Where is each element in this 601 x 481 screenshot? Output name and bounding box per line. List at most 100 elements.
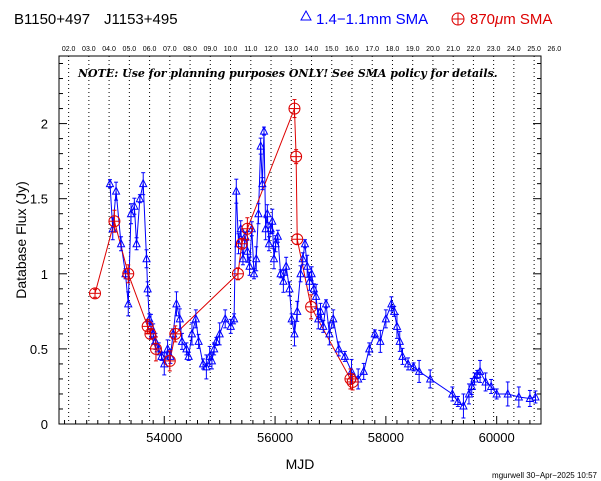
triangle-point — [138, 178, 148, 188]
alt-name: J1153+495 — [104, 11, 178, 28]
circle-plus-point — [144, 327, 157, 340]
circle-plus-point — [290, 150, 303, 163]
triangle-point — [212, 336, 221, 345]
top-tick-label: 11.0 — [244, 46, 257, 53]
triangle-point — [328, 313, 338, 323]
triangle-point — [142, 253, 151, 263]
top-tick-label: 08.0 — [183, 46, 197, 53]
triangle-point — [143, 283, 152, 293]
circle-plus-point — [305, 300, 318, 313]
circle-plus-point — [288, 102, 301, 115]
top-tick-label: 18.0 — [386, 46, 400, 53]
triangle-point — [448, 388, 457, 398]
triangle-point — [392, 321, 402, 330]
footer-credit: mgurwell 30−Apr−2025 10:57 — [492, 471, 598, 480]
triangle-point — [251, 253, 261, 263]
triangle-point — [226, 321, 236, 330]
triangle-point — [467, 381, 477, 390]
triangle-point — [287, 313, 296, 323]
triangle-point — [459, 400, 468, 410]
x-tick-label: 58000 — [368, 430, 404, 445]
triangle-point — [243, 246, 252, 255]
legend-red-label: 870μm SMA — [470, 11, 552, 28]
triangle-point — [229, 313, 239, 323]
triangle-point — [184, 351, 193, 360]
x-tick-label: 60000 — [479, 430, 515, 445]
triangle-point — [123, 298, 133, 308]
top-tick-label: 02.0 — [62, 46, 76, 53]
triangle-point — [370, 328, 380, 338]
triangle-point — [296, 268, 305, 278]
top-tick-label: 04.0 — [102, 46, 116, 53]
top-tick-label: 23.0 — [487, 46, 501, 53]
top-tick-label: 07.0 — [163, 46, 177, 53]
series-marks — [89, 99, 540, 419]
circle-plus-point — [149, 342, 162, 355]
triangle-point — [273, 231, 283, 240]
top-tick-label: 09.0 — [203, 46, 217, 53]
triangle-point — [111, 186, 121, 195]
source-name: B1150+497 — [14, 11, 90, 28]
circle-plus-point — [108, 215, 121, 228]
triangle-point — [409, 361, 418, 371]
top-tick-label: 19.0 — [406, 46, 420, 53]
top-tick-label: 15.0 — [325, 46, 339, 53]
legend-blue: 1.4−1.1mm SMA — [300, 9, 428, 28]
circle-plus-point — [344, 372, 357, 385]
triangle-point — [245, 261, 254, 270]
triangle-point — [334, 343, 344, 353]
y-tick-label: 1 — [41, 267, 48, 282]
circle-plus-point — [241, 222, 254, 235]
triangle-point — [316, 306, 325, 315]
triangle-point — [249, 268, 259, 278]
triangle-point — [220, 313, 230, 323]
top-tick-label: 05.0 — [123, 46, 137, 53]
triangle-point — [254, 208, 263, 218]
circle-plus-point — [346, 375, 359, 388]
triangle-point — [492, 388, 501, 398]
triangle-point — [292, 306, 302, 315]
triangle-point — [198, 358, 208, 368]
top-axis: 02.0 03.0 04.0 05.0 06.0 07.0 08.0 09.0 10.0 11.0… — [62, 46, 561, 53]
triangle-point — [359, 366, 369, 375]
triangle-point — [135, 193, 145, 203]
circle-plus-point — [122, 267, 135, 280]
triangle-point — [116, 238, 126, 248]
triangle-point — [231, 186, 241, 195]
year-gridlines — [68, 56, 535, 424]
triangle-point — [132, 238, 141, 248]
series-lines — [94, 108, 536, 407]
triangle-point — [279, 276, 288, 285]
triangle-point — [209, 343, 219, 353]
triangle-point — [376, 336, 385, 345]
triangle-point — [159, 358, 169, 368]
triangle-point — [311, 291, 321, 300]
top-tick-label: 03.0 — [82, 46, 96, 53]
plot-frame — [58, 55, 542, 425]
triangle-point — [163, 343, 172, 353]
triangle-point — [464, 388, 474, 398]
x-axis: 54000 56000 58000 60000 — [64, 416, 542, 445]
triangle-point — [276, 268, 285, 278]
x-tick-label: 56000 — [257, 430, 293, 445]
triangle-point — [531, 391, 540, 401]
top-tick-label: 21.0 — [446, 46, 460, 53]
planning-note: NOTE: Use for planning purposes ONLY! Se… — [77, 67, 498, 80]
y-tick-label: 2 — [41, 117, 48, 132]
triangle-point — [307, 268, 316, 278]
triangle-point — [263, 208, 272, 218]
triangle-point — [194, 336, 203, 345]
triangle-point — [267, 216, 277, 225]
y-tick-label: 0.5 — [30, 342, 48, 357]
triangle-point — [321, 298, 331, 308]
y-axis: 0 0.5 1 1.5 2 — [30, 63, 541, 432]
triangle-point — [187, 328, 197, 338]
top-tick-label: 25.0 — [527, 46, 541, 53]
top-tick-label: 12.0 — [264, 46, 278, 53]
triangle-point — [172, 298, 181, 308]
triangle-point — [475, 366, 485, 375]
triangle-point — [395, 336, 405, 345]
triangle-point — [290, 328, 299, 338]
circle-plus-point — [291, 233, 304, 246]
triangle-point — [381, 313, 391, 323]
